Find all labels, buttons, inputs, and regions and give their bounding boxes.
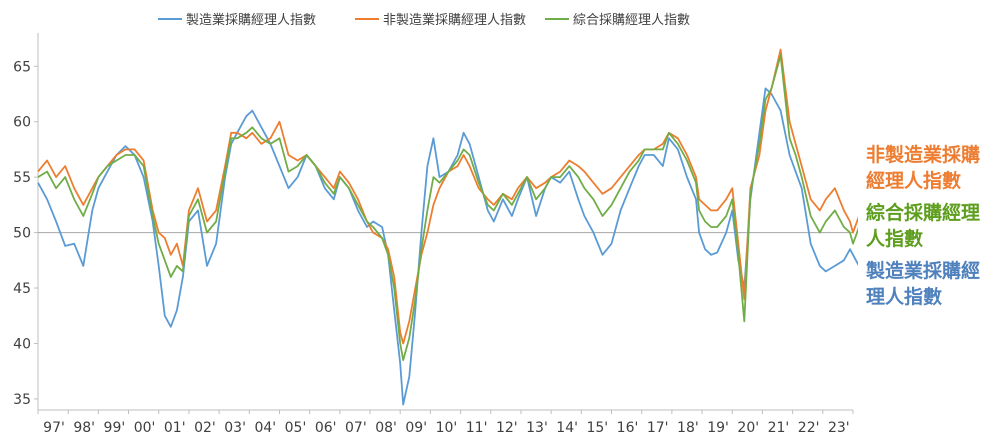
- x-tick-label: 11': [466, 420, 488, 436]
- x-tick-label: 14': [556, 420, 578, 436]
- legend-label-1: 非製造業採購經理人指數: [383, 12, 526, 28]
- x-tick-label: 01': [164, 420, 186, 436]
- side-label-non-manufacturing-line1: 非製造業採購: [866, 144, 981, 166]
- x-tick-label: 16': [617, 420, 639, 436]
- x-tick-label: 06': [315, 420, 337, 436]
- series-line-0: [37, 87, 858, 406]
- x-tick-label: 09': [405, 420, 427, 436]
- legend-label-0: 製造業採購經理人指數: [186, 12, 316, 28]
- side-label-manufacturing: 製造業採購經 理人指數: [866, 258, 1001, 310]
- y-tick-label: 50: [13, 226, 31, 242]
- x-tick-label: 17': [647, 420, 669, 436]
- x-tick-label: 22': [798, 420, 820, 436]
- x-tick-label: 19': [707, 420, 729, 436]
- x-tick-label: 97': [43, 420, 65, 436]
- side-label-composite-line1: 綜合採購經理: [866, 202, 981, 224]
- legend-label-2: 綜合採購經理人指數: [573, 13, 690, 28]
- x-tick-label: 13': [526, 420, 548, 436]
- x-tick-label: 18': [677, 420, 699, 436]
- x-tick-label: 02': [194, 420, 216, 436]
- x-tick-label: 05': [285, 420, 307, 436]
- x-tick-label: 08': [375, 420, 397, 436]
- y-tick-label: 60: [13, 115, 31, 131]
- series-line-1: [37, 48, 858, 345]
- y-tick-label: 40: [13, 336, 31, 352]
- y-tick-label: 65: [13, 59, 31, 75]
- y-tick-label: 45: [13, 281, 31, 297]
- x-tick-label: 99': [104, 420, 126, 436]
- side-label-composite-line2: 人指數: [866, 228, 924, 250]
- side-label-manufacturing-line1: 製造業採購經: [866, 260, 981, 282]
- side-label-manufacturing-line2: 理人指數: [866, 286, 943, 308]
- x-tick-label: 00': [134, 420, 156, 436]
- chart-svg: 35 40 45 50 55 60 65 97' 98' 99' 00' 01' 02' 03' 04' 05…: [13, 12, 858, 436]
- x-tick-label: 98': [73, 420, 95, 436]
- side-label-non-manufacturing: 非製造業採購 經理人指數: [866, 142, 1001, 194]
- side-label-non-manufacturing-line2: 經理人指數: [866, 170, 962, 192]
- x-tick-label: 23': [828, 420, 850, 436]
- x-tick-label: 07': [345, 420, 367, 436]
- y-tick-label: 35: [13, 392, 31, 408]
- line-chart: 35 40 45 50 55 60 65 97' 98' 99' 00' 01' 02' 03' 04' 05…: [13, 12, 858, 436]
- side-label-composite: 綜合採購經理 人指數: [866, 200, 1001, 252]
- series-line-2: [37, 54, 858, 361]
- y-tick-label: 55: [13, 170, 31, 186]
- x-tick-label: 21': [768, 420, 790, 436]
- x-tick-label: 15': [586, 420, 608, 436]
- x-tick-label: 12': [496, 420, 518, 436]
- x-tick-label: 20': [737, 420, 759, 436]
- x-tick-label: 04': [254, 420, 276, 436]
- x-tick-label: 03': [224, 420, 246, 436]
- x-tick-label: 10': [436, 420, 458, 436]
- side-legend: 非製造業採購 經理人指數 綜合採購經理 人指數 製造業採購經 理人指數: [866, 142, 1001, 316]
